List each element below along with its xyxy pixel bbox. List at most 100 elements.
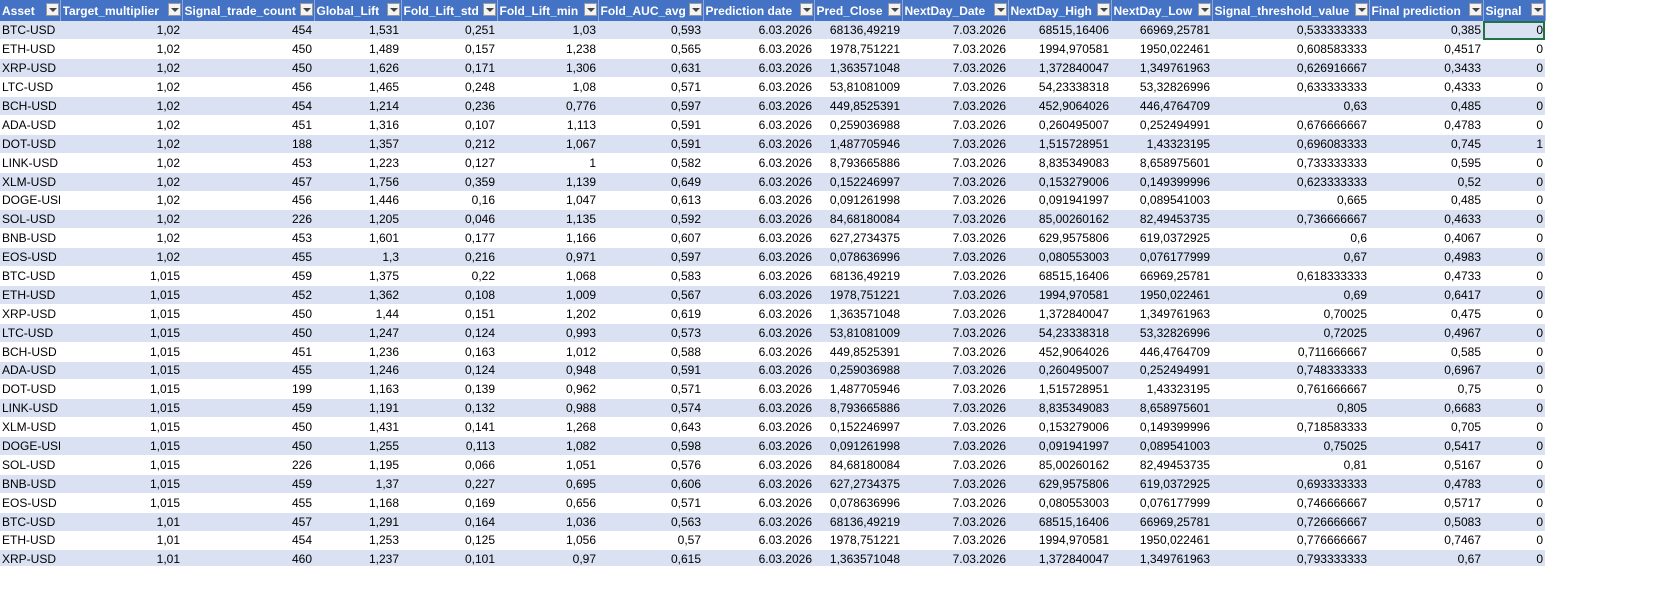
data-cell[interactable]: 0,591 (598, 361, 703, 381)
data-cell[interactable]: 0,776666667 (1212, 531, 1369, 551)
data-cell[interactable]: 0,576 (598, 455, 703, 475)
data-cell[interactable]: 7.03.2026 (902, 21, 1008, 41)
data-cell[interactable]: 0,089541003 (1111, 191, 1212, 211)
data-cell[interactable]: 0,16 (401, 191, 497, 211)
data-cell[interactable]: 68136,49219 (814, 266, 902, 286)
data-cell[interactable]: 0,615 (598, 549, 703, 566)
data-cell[interactable]: 0,726666667 (1212, 512, 1369, 532)
data-cell[interactable]: 8,793665886 (814, 153, 902, 173)
data-cell[interactable]: 6.03.2026 (703, 361, 814, 381)
data-cell[interactable]: 0 (1483, 266, 1545, 286)
data-cell[interactable]: 6.03.2026 (703, 266, 814, 286)
asset-cell[interactable]: ADA-USD (0, 115, 60, 135)
data-cell[interactable]: 1,362 (314, 285, 401, 305)
data-cell[interactable]: 1,015 (60, 474, 182, 494)
data-cell[interactable]: 0,598 (598, 436, 703, 456)
data-cell[interactable]: 0,108 (401, 285, 497, 305)
data-cell[interactable]: 0 (1483, 39, 1545, 60)
data-cell[interactable]: 0 (1483, 455, 1545, 475)
data-cell[interactable]: 0,6683 (1369, 398, 1483, 419)
data-cell[interactable]: 449,8525391 (814, 96, 902, 116)
data-cell[interactable]: 0,227 (401, 474, 497, 494)
data-cell[interactable]: 0,67 (1369, 549, 1483, 566)
data-cell[interactable]: 457 (182, 172, 314, 192)
data-cell[interactable]: 453 (182, 153, 314, 173)
data-cell[interactable]: 0 (1483, 96, 1545, 116)
data-cell[interactable]: 1,02 (60, 21, 182, 41)
data-cell[interactable]: 0,81 (1212, 455, 1369, 475)
data-cell[interactable]: 0,157 (401, 39, 497, 60)
data-cell[interactable]: 7.03.2026 (902, 134, 1008, 154)
data-cell[interactable]: 446,4764709 (1111, 96, 1212, 116)
data-cell[interactable]: 452,9064026 (1008, 96, 1111, 116)
data-cell[interactable]: 0,153279006 (1008, 172, 1111, 192)
data-cell[interactable]: 1,375 (314, 266, 401, 286)
data-cell[interactable]: 627,2734375 (814, 228, 902, 249)
data-cell[interactable]: 1,01 (60, 512, 182, 532)
data-cell[interactable]: 0,212 (401, 134, 497, 154)
data-cell[interactable]: 0,5083 (1369, 512, 1483, 532)
data-cell[interactable]: 1,191 (314, 398, 401, 419)
data-cell[interactable]: 455 (182, 493, 314, 513)
data-cell[interactable]: 0,573 (598, 323, 703, 343)
data-cell[interactable]: 68515,16406 (1008, 266, 1111, 286)
data-cell[interactable]: 0,132 (401, 398, 497, 419)
data-cell[interactable]: 1,756 (314, 172, 401, 192)
data-cell[interactable]: 0,152246997 (814, 172, 902, 192)
data-cell[interactable]: 188 (182, 134, 314, 154)
data-cell[interactable]: 1950,022461 (1111, 285, 1212, 305)
data-cell[interactable]: 7.03.2026 (902, 115, 1008, 135)
data-cell[interactable]: 0,563 (598, 512, 703, 532)
data-cell[interactable]: 1,02 (60, 134, 182, 154)
data-cell[interactable]: 1,082 (497, 436, 598, 456)
filter-button[interactable] (299, 3, 313, 16)
data-cell[interactable]: 0,259036988 (814, 361, 902, 381)
data-cell[interactable]: 1,068 (497, 266, 598, 286)
data-cell[interactable]: 1,139 (497, 172, 598, 192)
data-cell[interactable]: 450 (182, 323, 314, 343)
data-cell[interactable]: 0,633333333 (1212, 77, 1369, 98)
data-cell[interactable]: 7.03.2026 (902, 191, 1008, 211)
data-cell[interactable]: 7.03.2026 (902, 493, 1008, 513)
data-cell[interactable]: 450 (182, 304, 314, 324)
data-cell[interactable]: 7.03.2026 (902, 361, 1008, 381)
data-cell[interactable]: 0,608583333 (1212, 39, 1369, 60)
asset-cell[interactable]: XRP-USD (0, 58, 60, 79)
data-cell[interactable]: 1,02 (60, 115, 182, 135)
data-cell[interactable]: 6.03.2026 (703, 96, 814, 116)
data-cell[interactable]: 0,75 (1369, 379, 1483, 400)
data-cell[interactable]: 1,015 (60, 436, 182, 456)
data-cell[interactable]: 1,02 (60, 77, 182, 98)
data-cell[interactable]: 1,531 (314, 21, 401, 41)
data-cell[interactable]: 0,705 (1369, 417, 1483, 438)
asset-cell[interactable]: ETH-USD (0, 285, 60, 305)
data-cell[interactable]: 226 (182, 455, 314, 475)
asset-cell[interactable]: DOT-USD (0, 379, 60, 400)
asset-cell[interactable]: LINK-USD (0, 398, 60, 419)
data-cell[interactable]: 85,00260162 (1008, 209, 1111, 230)
data-cell[interactable]: 0,711666667 (1212, 342, 1369, 362)
data-cell[interactable]: 1,223 (314, 153, 401, 173)
data-cell[interactable]: 450 (182, 417, 314, 438)
data-cell[interactable]: 7.03.2026 (902, 96, 1008, 116)
data-cell[interactable]: 82,49453735 (1111, 455, 1212, 475)
data-cell[interactable]: 1,487705946 (814, 379, 902, 400)
data-cell[interactable]: 1,015 (60, 398, 182, 419)
data-cell[interactable]: 454 (182, 21, 314, 41)
data-cell[interactable]: 0,091261998 (814, 191, 902, 211)
asset-cell[interactable]: BCH-USD (0, 96, 60, 116)
data-cell[interactable]: 6.03.2026 (703, 21, 814, 41)
data-cell[interactable]: 6.03.2026 (703, 191, 814, 211)
data-cell[interactable]: 7.03.2026 (902, 436, 1008, 456)
filter-button[interactable] (1096, 3, 1110, 16)
asset-cell[interactable]: XRP-USD (0, 304, 60, 324)
filter-button[interactable] (799, 3, 813, 16)
data-cell[interactable]: 1994,970581 (1008, 39, 1111, 60)
asset-cell[interactable]: EOS-USD (0, 247, 60, 268)
data-cell[interactable]: 1,02 (60, 209, 182, 230)
data-cell[interactable]: 0,4333 (1369, 77, 1483, 98)
data-cell[interactable]: 0 (1483, 379, 1545, 400)
data-cell[interactable]: 1,515728951 (1008, 379, 1111, 400)
data-cell[interactable]: 66969,25781 (1111, 266, 1212, 286)
data-cell[interactable]: 0 (1483, 398, 1545, 419)
